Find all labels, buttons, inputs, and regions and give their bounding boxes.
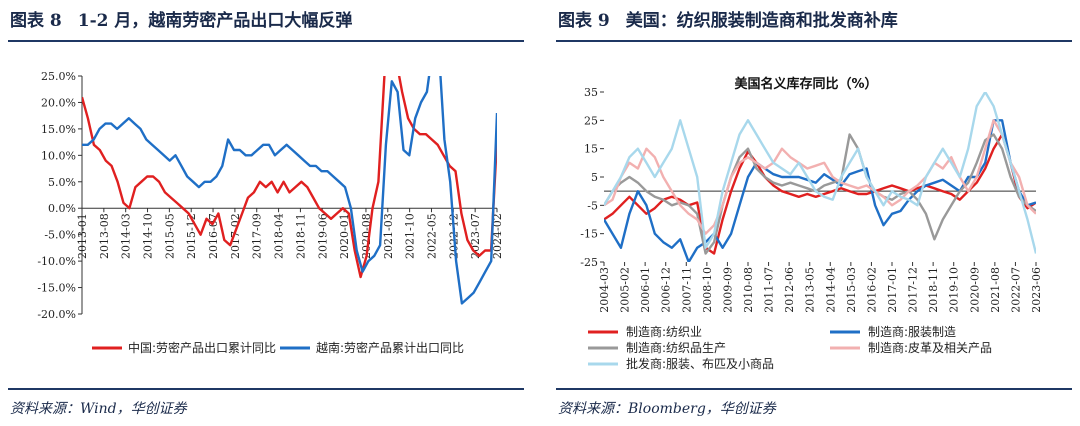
L-y-tick-label: -5.0% — [44, 229, 76, 242]
R-x-tick-label: 2020-09 — [968, 267, 981, 313]
left-top-rule — [8, 40, 524, 42]
L-x-tick-label: 2022-05 — [425, 213, 438, 259]
R-y-tick-label: -5 — [587, 199, 598, 212]
R-legend-label-4: 批发商:服装、布匹及小商品 — [626, 356, 774, 371]
left-figure-text: 1-2 月，越南劳密产品出口大幅反弹 — [77, 11, 353, 31]
R-x-tick-label: 2014-04 — [824, 267, 837, 313]
left-panel: 图表 8 1-2 月，越南劳密产品出口大幅反弹 25.0% 20.0% 15.0% 10… — [0, 0, 532, 426]
left-figure-title: 图表 8 1-2 月，越南劳密产品出口大幅反弹 — [10, 6, 352, 31]
R-x-tick-label: 2017-12 — [907, 267, 920, 313]
R-x-tick-label: 2006-12 — [660, 267, 673, 313]
R-x-tick-label: 2018-11 — [927, 267, 940, 313]
R-x-tick-label: 2008-10 — [701, 267, 714, 313]
L-x-tick-label: 2014-03 — [120, 213, 133, 259]
right-figure-title: 图表 9 美国：纺织服装制造商和批发商补库 — [558, 6, 898, 31]
R-x-tick-label: 2004-03 — [598, 267, 611, 313]
R-x-tick-label: 2013-05 — [804, 267, 817, 313]
right-source: 资料来源：Bloomberg，华创证券 — [558, 401, 776, 417]
R-x-tick-label: 2012-06 — [783, 267, 796, 313]
R-chart-title: 美国名义库存同比（%） — [734, 76, 877, 92]
R-x-tick-label: 2010-08 — [742, 267, 755, 313]
R-y-tick-label: 35 — [584, 86, 598, 99]
L-series-line-1 — [82, 76, 497, 305]
L-y-tick-label: -15.0% — [37, 282, 76, 295]
R-x-tick-label: 2006-01 — [639, 267, 652, 313]
L-y-tick-label: 20.0% — [41, 96, 76, 109]
R-legend-label-1: 制造商:服装制造 — [868, 324, 956, 339]
R-x-tick-label: 2015-03 — [845, 267, 858, 313]
L-x-tick-label: 2021-10 — [404, 213, 417, 259]
L-y-tick-label: 10.0% — [41, 149, 76, 162]
R-series-line-2 — [604, 133, 1036, 255]
L-series-line-0 — [82, 76, 497, 279]
R-y-tick-label: 25 — [584, 114, 598, 127]
L-legend-label-0: 中国:劳密产品出口累计同比 — [128, 340, 276, 355]
R-x-tick-label: 2017-01 — [886, 267, 899, 313]
R-legend-label-3: 制造商:皮革及相关产品 — [868, 340, 992, 355]
R-series-line-4 — [604, 92, 1036, 254]
right-top-rule — [556, 40, 1072, 42]
R-y-tick-label: 5 — [591, 171, 598, 184]
left-source: 资料来源：Wind，华创证券 — [10, 401, 187, 417]
R-x-tick-label: 2019-10 — [948, 267, 961, 313]
left-bottom-rule — [8, 388, 524, 390]
R-x-tick-label: 2009-09 — [721, 267, 734, 313]
L-y-tick-label: 0.0% — [48, 202, 76, 215]
L-x-tick-label: 2018-11 — [294, 213, 307, 259]
R-legend-label-2: 制造商:纺织品生产 — [626, 340, 726, 355]
L-x-tick-label: 2013-08 — [98, 213, 111, 259]
right-figure-label: 图表 9 — [558, 11, 610, 31]
L-legend-label-1: 越南:劳密产品累计出口同比 — [316, 340, 464, 355]
L-x-tick-label: 2019-06 — [316, 213, 329, 259]
L-y-tick-label: 15.0% — [41, 123, 76, 136]
L-x-tick-label: 2014-10 — [142, 213, 155, 259]
L-y-tick-label: 5.0% — [48, 176, 76, 189]
L-y-tick-label: 25.0% — [41, 70, 76, 83]
L-x-tick-label: 2021-03 — [382, 213, 395, 259]
L-x-tick-label: 2018-04 — [273, 213, 286, 259]
L-x-tick-label: 2017-09 — [251, 213, 264, 259]
right-bottom-rule — [556, 388, 1072, 390]
R-legend-label-0: 制造商:纺织业 — [626, 324, 702, 339]
L-x-tick-label: 2020-01 — [338, 213, 351, 259]
L-x-tick-label: 2024-02 — [491, 213, 504, 259]
R-x-tick-label: 2011-07 — [763, 267, 776, 313]
R-x-tick-label: 2022-07 — [1009, 267, 1022, 313]
R-y-tick-label: -15 — [580, 228, 598, 241]
left-chart: 25.0% 20.0% 15.0% 10.0% 5.0% 0.0% -5.0% -10.0% -… — [37, 70, 504, 355]
L-y-tick-label: -20.0% — [37, 308, 76, 321]
L-x-tick-label: 2013-01 — [76, 213, 89, 259]
left-figure-label: 图表 8 — [10, 11, 62, 31]
L-x-tick-label: 2016-07 — [207, 213, 220, 259]
L-y-tick-label: -10.0% — [37, 255, 76, 268]
R-x-tick-label: 2023-06 — [1030, 267, 1043, 313]
right-panel: 图表 9 美国：纺织服装制造商和批发商补库 美国名义库存同比（%） 35 25 15 5 -… — [548, 0, 1080, 426]
R-y-tick-label: -25 — [580, 256, 598, 269]
R-series-line-3 — [604, 119, 1036, 235]
R-y-tick-label: 15 — [584, 143, 598, 156]
R-x-tick-label: 2016-02 — [865, 267, 878, 313]
R-x-tick-label: 2007-11 — [680, 267, 693, 313]
R-x-tick-label: 2021-08 — [989, 267, 1002, 313]
right-figure-text: 美国：纺织服装制造商和批发商补库 — [625, 11, 898, 31]
R-x-tick-label: 2005-02 — [619, 267, 632, 313]
L-x-tick-label: 2015-05 — [163, 213, 176, 259]
